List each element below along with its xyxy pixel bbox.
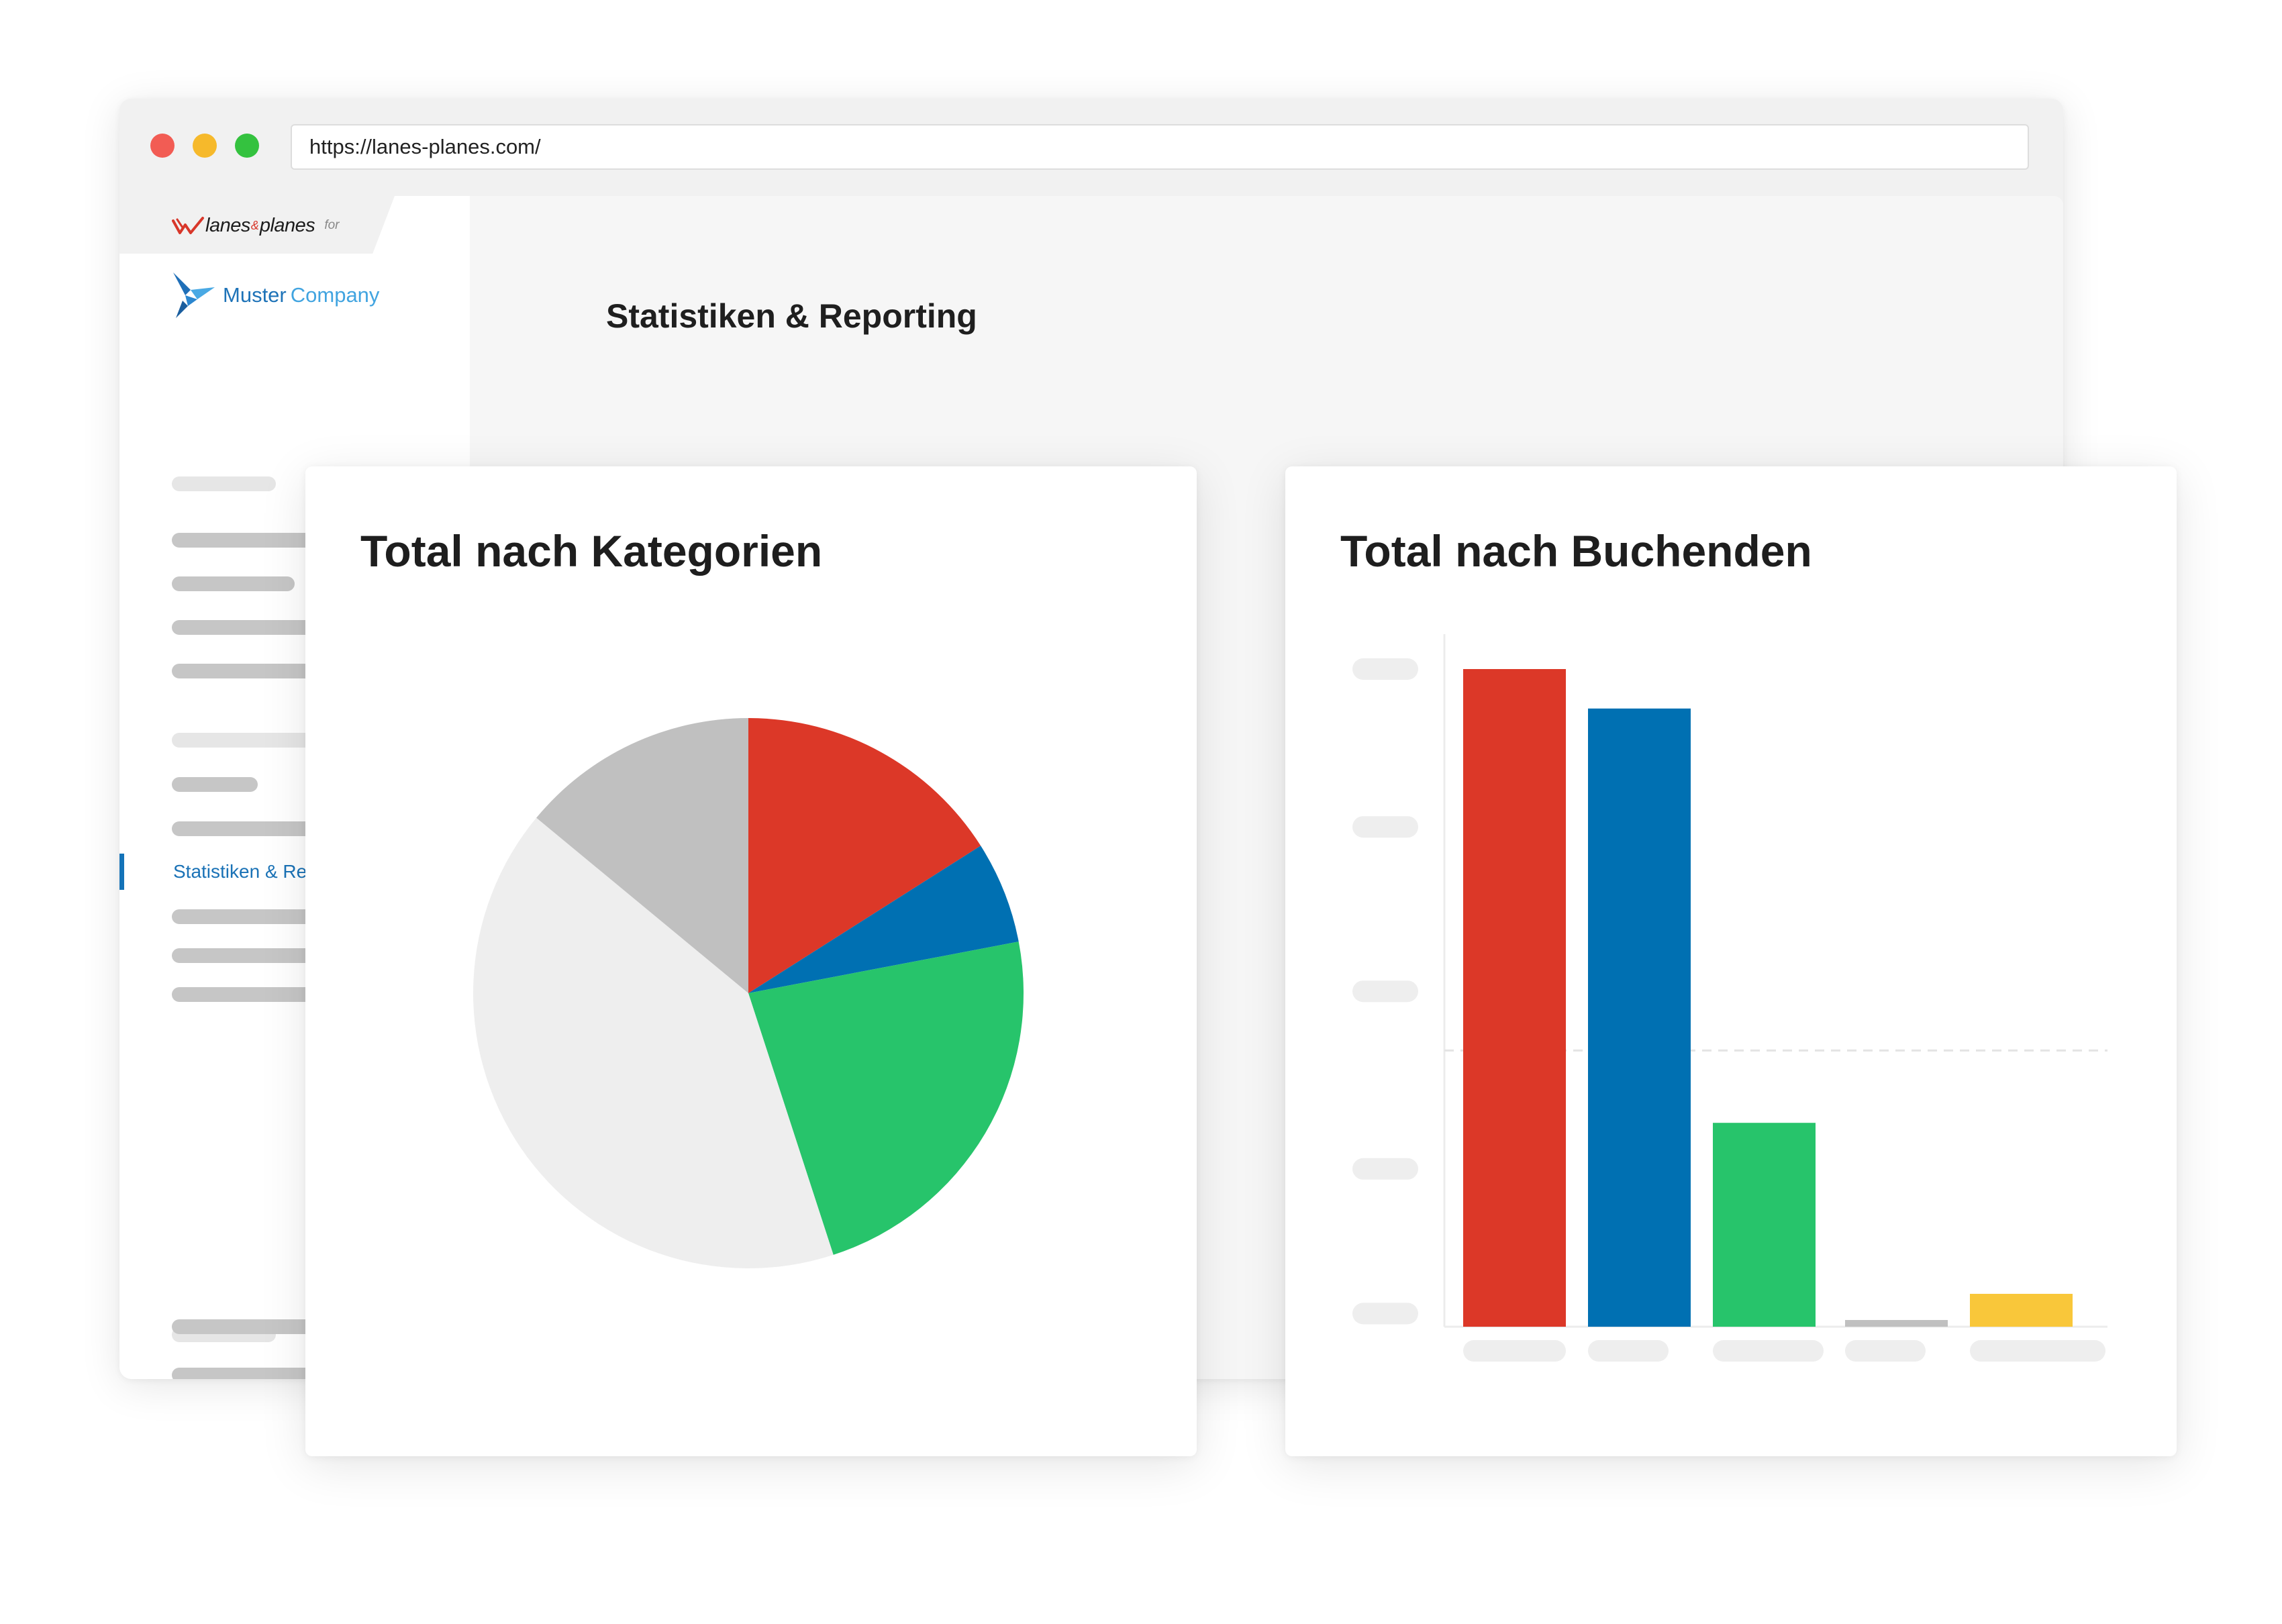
pie-slice-1[interactable] <box>748 718 981 993</box>
company-name-second: Company <box>290 283 380 307</box>
bookers-chart-card: Total nach Buchenden <box>1285 466 2177 1456</box>
x-tick-label-placeholder <box>1970 1340 2105 1362</box>
bookers-bar-chart <box>1352 634 2107 1362</box>
x-tick-label-placeholder <box>1845 1340 1926 1362</box>
company-logo[interactable]: Muster Company <box>168 268 379 322</box>
bird-icon <box>173 272 215 318</box>
categories-chart-title: Total nach Kategorien <box>360 526 823 576</box>
y-tick-label-placeholder <box>1352 980 1418 1003</box>
x-tick-label-placeholder <box>1588 1340 1669 1362</box>
pie-slice-3[interactable] <box>748 942 1024 1255</box>
x-tick-label-placeholder <box>1713 1340 1824 1362</box>
maximize-window-button[interactable] <box>235 134 259 158</box>
minimize-window-button[interactable] <box>193 134 217 158</box>
pie-slice-5[interactable] <box>536 718 748 993</box>
for-label: for <box>324 218 340 232</box>
page-title: Statistiken & Reporting <box>606 297 977 335</box>
nav-active-indicator <box>119 854 124 890</box>
nav-section-placeholder <box>172 476 276 491</box>
bar-1[interactable] <box>1463 669 1566 1327</box>
brand-tab <box>119 196 395 254</box>
ampersand: & <box>250 218 259 232</box>
company-name-first: Muster <box>223 283 287 307</box>
y-tick-label-placeholder <box>1352 1158 1418 1180</box>
address-bar[interactable]: https://lanes-planes.com/ <box>291 124 2029 170</box>
bar-3[interactable] <box>1713 1123 1816 1327</box>
categories-pie-chart <box>473 718 1024 1268</box>
close-window-button[interactable] <box>150 134 175 158</box>
bar-5[interactable] <box>1970 1294 2073 1327</box>
x-tick-label-placeholder <box>1463 1340 1566 1362</box>
nav-item-placeholder[interactable] <box>172 777 258 792</box>
bar-4[interactable] <box>1845 1320 1948 1327</box>
y-tick-label-placeholder <box>1352 658 1418 680</box>
lanes-planes-wings-icon <box>172 217 204 234</box>
categories-chart-card: Total nach Kategorien <box>305 466 1197 1456</box>
bookers-chart-title: Total nach Buchenden <box>1340 526 1812 576</box>
y-tick-label-placeholder <box>1352 816 1418 838</box>
lanes-planes-logo[interactable]: lanes & planes for <box>172 211 340 240</box>
nav-item-placeholder[interactable] <box>172 1319 313 1334</box>
y-tick-label-placeholder <box>1352 1303 1418 1325</box>
planes-word: planes <box>259 214 315 236</box>
bar-2[interactable] <box>1588 708 1691 1327</box>
lanes-word: lanes <box>205 214 250 236</box>
nav-item-placeholder[interactable] <box>172 576 295 591</box>
pie-slice-2[interactable] <box>748 846 1019 993</box>
pie-slice-4[interactable] <box>473 817 834 1268</box>
